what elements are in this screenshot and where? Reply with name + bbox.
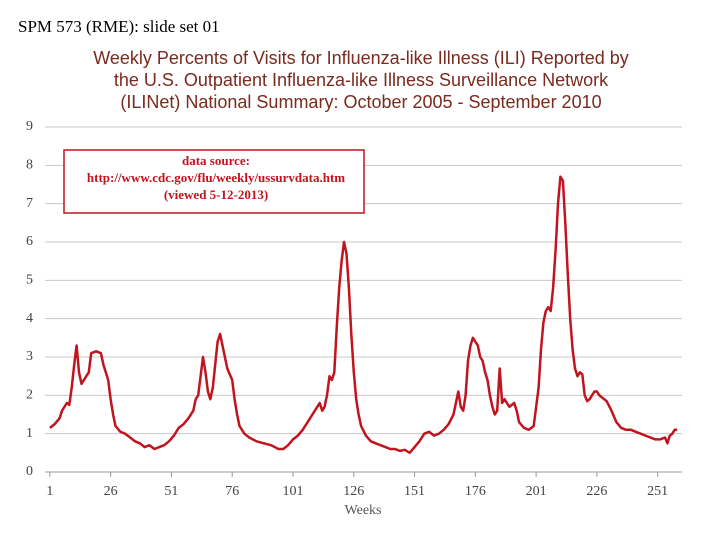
chart-title: Weekly Percents of Visits for Influenza-… xyxy=(93,48,629,112)
y-tick-label: 2 xyxy=(26,388,33,403)
y-tick-label: 3 xyxy=(26,349,33,364)
annotation-line: (viewed 5-12-2013) xyxy=(164,187,268,202)
x-tick-label: 101 xyxy=(282,484,303,499)
annotation-line: data source: xyxy=(182,153,250,168)
x-tick-label: 151 xyxy=(404,484,425,499)
slide-header: SPM 573 (RME): slide set 01 xyxy=(18,17,220,36)
title-line: (ILINet) National Summary: October 2005 … xyxy=(120,92,601,112)
y-tick-label: 0 xyxy=(26,464,33,479)
x-tick-label: 26 xyxy=(104,484,118,499)
y-tick-label: 8 xyxy=(26,158,33,173)
data-source-box: data source: http://www.cdc.gov/flu/weekl… xyxy=(63,149,365,214)
x-tick-label: 201 xyxy=(526,484,547,499)
y-tick-label: 4 xyxy=(26,311,33,326)
x-tick-label: 51 xyxy=(164,484,178,499)
x-axis-label: Weeks xyxy=(345,503,382,518)
data-line xyxy=(49,175,678,455)
x-tick-label: 251 xyxy=(647,484,668,499)
y-tick-label: 7 xyxy=(26,196,33,211)
title-line: the U.S. Outpatient Influenza-like Illne… xyxy=(114,70,609,90)
y-tick-label: 1 xyxy=(26,426,33,441)
x-tick-label: 226 xyxy=(586,484,607,499)
y-tick-label: 6 xyxy=(26,234,33,249)
x-tick-label: 76 xyxy=(225,484,239,499)
y-tick-label: 9 xyxy=(26,119,33,134)
x-tick-label: 1 xyxy=(46,484,53,499)
annotation-line: http://www.cdc.gov/flu/weekly/ussurvdata… xyxy=(87,170,345,185)
annotation-frame xyxy=(63,149,365,214)
x-tick-label: 176 xyxy=(465,484,486,499)
y-tick-label: 5 xyxy=(26,273,33,288)
title-line: Weekly Percents of Visits for Influenza-… xyxy=(93,48,629,68)
x-tick-label: 126 xyxy=(343,484,364,499)
